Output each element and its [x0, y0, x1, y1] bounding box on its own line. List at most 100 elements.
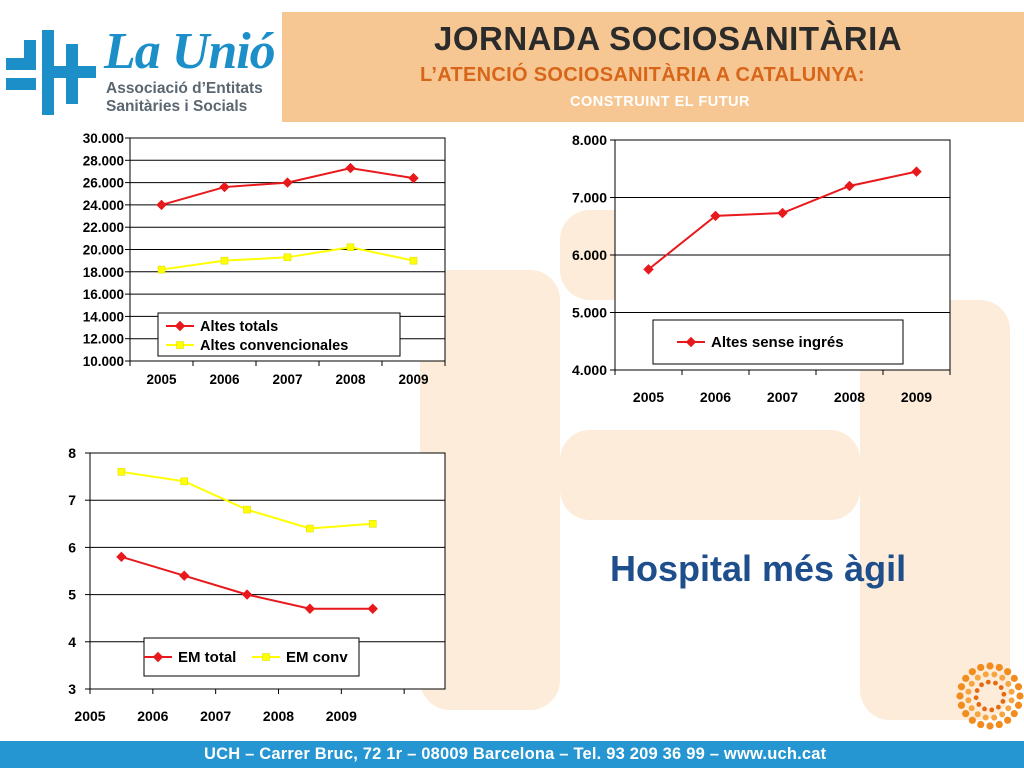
x-tick-label: 2005 [146, 372, 177, 387]
data-point [408, 172, 419, 184]
x-tick-label: 2007 [272, 372, 302, 387]
data-point [220, 256, 229, 265]
data-point [179, 570, 190, 581]
y-tick-label: 22.000 [83, 220, 124, 235]
legend-marker [174, 320, 186, 332]
sun-dot [1010, 674, 1018, 682]
sun-dot [968, 680, 975, 687]
sun-dot [974, 688, 980, 693]
sun-dot [991, 714, 998, 721]
sun-dot [962, 674, 970, 682]
sun-dot [968, 705, 975, 712]
logo-title: La Unió [104, 23, 276, 80]
data-point [117, 468, 126, 476]
y-tick-label: 20.000 [83, 243, 124, 258]
x-tick-label: 2009 [398, 372, 428, 387]
y-tick-label: 16.000 [83, 287, 124, 302]
x-tick-label: 2009 [326, 708, 357, 724]
sun-dot [1004, 668, 1012, 676]
chart-altes-totals: 10.000 12.000 14.000 16.000 18.000 20.000 22.0… [83, 131, 446, 387]
sun-dot [999, 711, 1006, 718]
logo-subtitle-line2: Sanitàries i Socials [106, 98, 248, 115]
y-tick-label: 14.000 [83, 309, 124, 324]
legend-label: Altes sense ingrés [711, 334, 844, 351]
la-unio-logo-icon [6, 30, 96, 115]
background-watermark [560, 430, 860, 520]
sun-logo-icon [956, 662, 1024, 730]
y-tick-label: 4 [68, 634, 76, 650]
slide-title: JORNADA SOCIOSANITÀRIA [434, 20, 903, 57]
sun-dot [1000, 699, 1006, 704]
data-point [844, 180, 855, 192]
sun-dot [998, 685, 1004, 690]
y-tick-label: 12.000 [83, 332, 124, 347]
y-tick-label: 3 [68, 681, 76, 697]
y-tick-label: 28.000 [83, 153, 124, 168]
chart-altes-sense-ingres: 4.000 5.000 6.000 7.000 8.000 2005 2006 2007 200… [572, 132, 951, 405]
sun-dot [976, 702, 982, 707]
sun-dot [1008, 697, 1015, 704]
data-point [306, 524, 314, 533]
sun-dot [956, 692, 964, 700]
data-point [219, 181, 230, 193]
x-tick-label: 2006 [137, 708, 168, 724]
data-point [157, 265, 166, 274]
data-point [156, 199, 167, 211]
legend-label: Altes totals [200, 319, 278, 335]
legend-box [157, 312, 401, 357]
sun-dot [965, 697, 972, 704]
sun-dot [995, 720, 1003, 729]
data-point [243, 505, 251, 514]
x-tick-label: 2006 [209, 372, 240, 387]
footer-bar: UCH – Carrer Bruc, 72 1r – 08009 Barcelo… [0, 741, 1024, 768]
sun-dot [1016, 692, 1024, 700]
sun-dot [968, 668, 976, 676]
y-tick-label: 7.000 [572, 190, 607, 206]
sun-dot [985, 679, 991, 685]
data-point [409, 256, 418, 265]
sun-dot [973, 695, 979, 701]
sun-dot [957, 683, 966, 691]
sun-dot [995, 663, 1003, 672]
sun-dot [993, 680, 998, 686]
footer-contact-text: UCH – Carrer Bruc, 72 1r – 08009 Barcelo… [204, 745, 827, 763]
y-tick-label: 4.000 [572, 362, 607, 378]
legend-label: EM conv [286, 649, 348, 666]
y-tick-label: 30.000 [83, 131, 124, 146]
data-point [116, 551, 127, 563]
sun-dot [986, 662, 994, 670]
sun-dot [1005, 705, 1012, 712]
x-tick-label: 2008 [263, 708, 294, 724]
slide-subtitle-secondary: CONSTRUINT EL FUTUR [570, 94, 751, 110]
sun-dot [1010, 710, 1018, 718]
data-point [710, 210, 721, 222]
data-point [282, 177, 293, 188]
sun-dot [977, 663, 985, 672]
header-band [282, 12, 1024, 122]
legend-box [143, 637, 360, 677]
legend-marker [152, 651, 164, 663]
sun-dot [974, 674, 981, 681]
x-tick-label: 2007 [200, 708, 231, 724]
sun-dot [1014, 701, 1023, 709]
x-tick-label: 2005 [74, 708, 105, 724]
y-tick-label: 18.000 [83, 265, 124, 280]
legend-marker [685, 336, 697, 348]
logo-subtitle-line1: Associació d’Entitats [106, 80, 263, 97]
y-tick-label: 5.000 [572, 305, 607, 321]
legend-marker [262, 653, 270, 661]
sun-dot [977, 720, 985, 729]
headline-text: Hospital més àgil [610, 548, 907, 589]
sun-dot [1014, 683, 1023, 691]
y-tick-label: 8.000 [572, 132, 607, 148]
sun-dot [962, 710, 970, 718]
x-tick-label: 2008 [335, 372, 366, 387]
y-tick-label: 7 [68, 492, 76, 508]
data-point [283, 253, 292, 262]
data-point [241, 589, 253, 600]
x-tick-label: 2009 [901, 389, 932, 405]
sun-dot [979, 682, 984, 688]
data-point [643, 264, 654, 275]
legend-marker [176, 341, 184, 349]
sun-dot [968, 716, 976, 724]
